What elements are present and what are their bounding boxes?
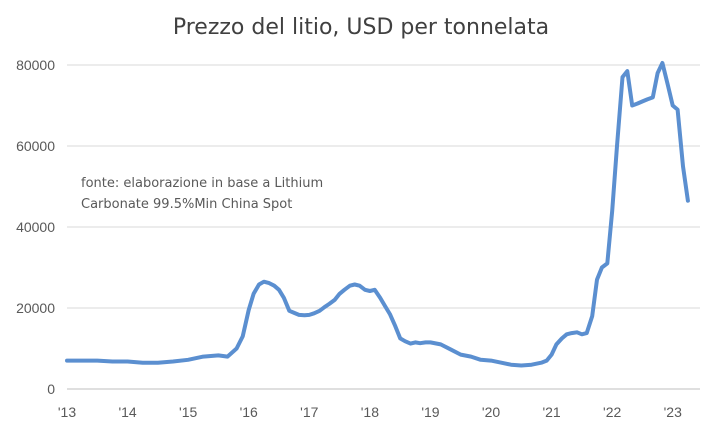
y-tick-label: 80000 xyxy=(16,57,55,73)
y-tick-label: 20000 xyxy=(16,300,55,316)
x-tick-label: '14 xyxy=(118,404,136,420)
price-series-line xyxy=(65,61,690,368)
x-axis-ticks: '13 '14 '15 '16 '17 '18 '19 '20 '21 '22 '23 xyxy=(58,404,682,420)
x-tick-label: '21 xyxy=(542,404,560,420)
x-tick-label: '22 xyxy=(603,404,621,420)
x-tick-label: '18 xyxy=(361,404,379,420)
x-tick-label: '23 xyxy=(664,404,682,420)
source-annotation: fonte: elaborazione in base a Lithium Car… xyxy=(81,176,323,212)
gridlines xyxy=(67,64,700,390)
x-tick-label: '13 xyxy=(58,404,76,420)
x-tick-label: '15 xyxy=(179,404,197,420)
y-axis-ticks: 0 20000 40000 60000 80000 xyxy=(16,57,55,397)
x-tick-label: '16 xyxy=(240,404,258,420)
y-tick-label: 0 xyxy=(47,381,55,397)
y-tick-label: 40000 xyxy=(16,219,55,235)
series-layer xyxy=(65,61,690,368)
chart-title: Prezzo del litio, USD per tonnelata xyxy=(173,15,549,40)
x-tick-label: '19 xyxy=(421,404,439,420)
y-tick-label: 60000 xyxy=(16,138,55,154)
source-note: fonte: elaborazione in base a Lithium Car… xyxy=(81,176,323,212)
x-tick-label: '17 xyxy=(300,404,318,420)
x-tick-label: '20 xyxy=(482,404,500,420)
